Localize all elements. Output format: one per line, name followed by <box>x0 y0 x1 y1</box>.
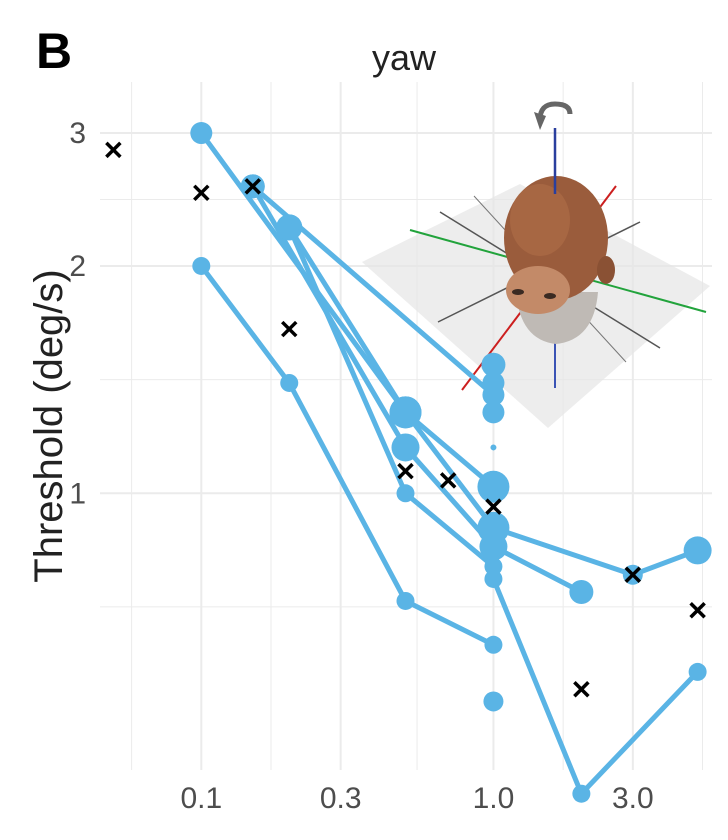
median-cross-5 <box>439 472 457 489</box>
series-1-point-2 <box>479 532 508 561</box>
series-1-point-3 <box>569 579 594 604</box>
median-cross-7 <box>573 681 590 698</box>
x-tick-label-0: 0.1 <box>180 782 222 815</box>
series-0-point-4 <box>683 536 712 565</box>
median-cross-9 <box>689 601 706 619</box>
series-1-point-1 <box>391 433 420 462</box>
axis-layer: 0.1 0.3 1.0 3.0 1 2 3 <box>69 117 653 815</box>
y-axis-label: Threshold (deg/s) <box>27 269 71 582</box>
series-4-point-1 <box>389 396 422 429</box>
series-line-6 <box>490 576 701 797</box>
extra-point-2 <box>482 401 505 424</box>
median-cross-2 <box>244 178 261 195</box>
x-tick-label-3: 3.0 <box>612 782 654 815</box>
median-layer <box>105 141 706 698</box>
series-line-5 <box>250 183 496 398</box>
extra-point-4 <box>483 691 504 712</box>
extra-point-0 <box>481 352 506 377</box>
series-6-point-0 <box>484 569 503 588</box>
series-2-point-1 <box>396 484 415 503</box>
extra-point-3 <box>490 444 497 451</box>
head-illustration <box>362 101 710 428</box>
median-cross-0 <box>105 141 122 159</box>
head-shade <box>510 184 570 256</box>
left-ear <box>597 256 615 284</box>
face-shape <box>506 266 570 314</box>
series-3-point-1 <box>280 373 299 392</box>
y-tick-label-1: 2 <box>69 250 86 283</box>
series-3-point-0 <box>192 256 211 275</box>
series-3-point-3 <box>484 635 503 654</box>
y-tick-label-0: 1 <box>69 477 86 510</box>
chart-title: yaw <box>372 37 437 78</box>
median-cross-8 <box>624 566 642 583</box>
eye-left <box>512 289 524 295</box>
x-tick-label-1: 0.3 <box>320 782 362 815</box>
panel-label: B <box>36 23 73 79</box>
rotation-arrow-icon <box>537 101 573 121</box>
rotation-arrowhead-icon <box>534 112 546 130</box>
extra-point-1 <box>482 371 505 394</box>
y-tick-label-2: 3 <box>69 117 86 150</box>
median-cross-1 <box>193 184 210 202</box>
x-tick-label-2: 1.0 <box>473 782 515 815</box>
series-line-3 <box>198 263 496 648</box>
eye-right <box>544 293 556 299</box>
series-6-point-2 <box>688 662 707 681</box>
median-cross-6 <box>485 498 502 515</box>
series-0-point-0 <box>190 122 213 145</box>
series-3-point-2 <box>396 591 415 610</box>
median-cross-3 <box>281 320 298 338</box>
series-4-point-2 <box>477 470 510 503</box>
series-6-point-1 <box>572 784 591 803</box>
series-layer <box>190 122 712 803</box>
median-cross-4 <box>397 462 414 480</box>
series-2-point-2 <box>484 557 503 576</box>
